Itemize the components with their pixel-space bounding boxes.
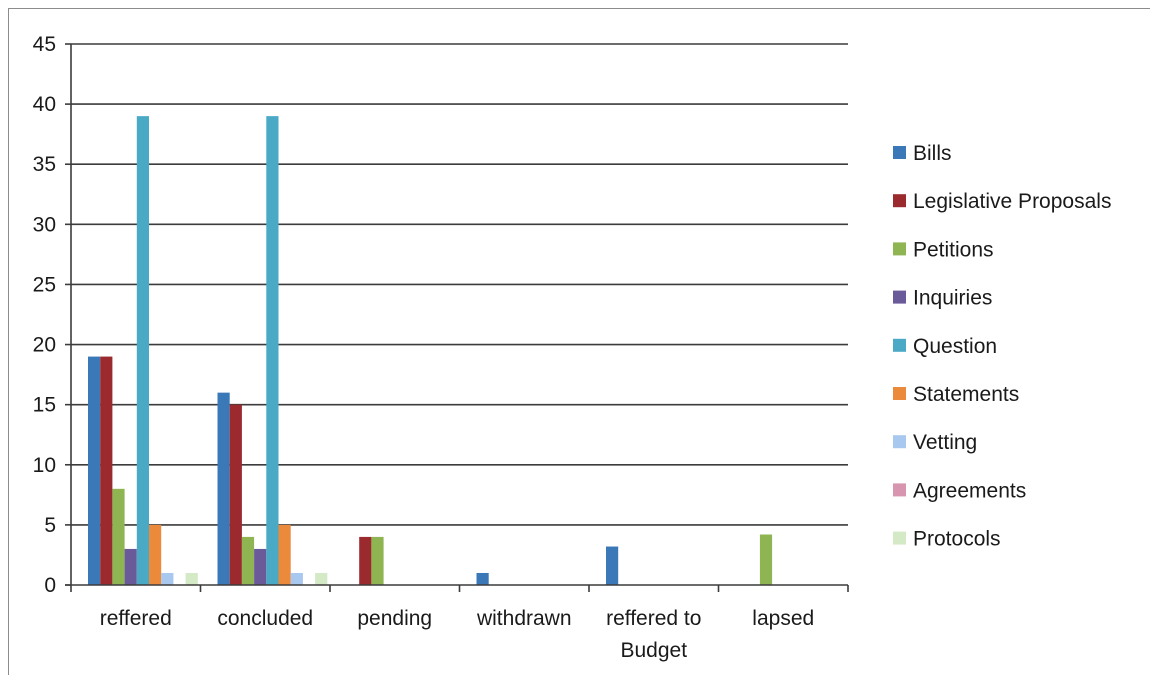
axes: 0 5 10 15 20 25 30 35 40 45 reffered concluded pendi… — [33, 33, 849, 662]
bar — [136, 116, 149, 585]
category-label: withdrawn — [476, 607, 572, 630]
y-tick-label: 0 — [44, 574, 56, 597]
legend-swatch — [893, 194, 906, 208]
legend-swatch — [893, 290, 906, 304]
bar — [241, 536, 255, 585]
legend-label: Bills — [913, 142, 952, 165]
legend-swatch — [893, 146, 906, 159]
legend-swatch — [893, 338, 906, 352]
legend-swatch — [893, 435, 906, 449]
bar — [112, 488, 125, 585]
y-tick-label: 20 — [33, 334, 56, 357]
legend: Bills Legislative Proposals Petitions Inqui… — [893, 142, 1111, 551]
bar — [359, 536, 372, 585]
bar — [88, 356, 101, 585]
bar — [217, 392, 230, 585]
y-tick-label: 10 — [33, 454, 56, 477]
bar — [315, 572, 328, 585]
legend-label: Vetting — [913, 431, 977, 454]
legend-swatch — [893, 483, 906, 497]
bar — [100, 356, 113, 585]
bars — [88, 116, 773, 585]
legend-label: Petitions — [913, 238, 994, 261]
legend-label: Inquiries — [913, 287, 992, 310]
legend-label: Legislative Proposals — [913, 190, 1111, 213]
bar — [266, 116, 279, 585]
bar — [759, 534, 773, 585]
y-tick-label: 15 — [33, 394, 56, 417]
bar — [278, 524, 291, 585]
legend-label: Protocols — [913, 528, 1001, 551]
y-tick-label: 30 — [33, 213, 56, 236]
bar — [371, 536, 384, 585]
category-label: reffered to Budget — [606, 607, 701, 662]
y-tick-label: 45 — [33, 33, 56, 56]
chart-frame — [8, 8, 1150, 675]
bar — [476, 572, 489, 585]
y-tick-label: 25 — [33, 273, 56, 296]
bar — [290, 572, 303, 585]
legend-swatch — [893, 387, 906, 400]
category-label: reffered — [100, 607, 172, 630]
bar — [229, 404, 242, 585]
bar — [161, 572, 174, 585]
y-tick-label: 5 — [44, 514, 56, 537]
y-tick-label: 40 — [33, 93, 56, 116]
bar — [185, 572, 198, 585]
bar — [124, 548, 137, 585]
category-label: pending — [357, 607, 432, 630]
legend-label: Question — [913, 335, 997, 358]
gridlines — [71, 43, 848, 526]
bar — [254, 548, 267, 585]
legend-swatch — [893, 242, 906, 256]
legend-label: Agreements — [913, 479, 1026, 502]
legend-swatch — [893, 531, 906, 545]
category-label: concluded — [217, 607, 313, 630]
y-tick-label: 35 — [33, 153, 56, 176]
legend-label: Statements — [913, 383, 1019, 406]
bar — [606, 546, 619, 585]
bar — [149, 524, 162, 585]
category-label: lapsed — [752, 607, 814, 630]
